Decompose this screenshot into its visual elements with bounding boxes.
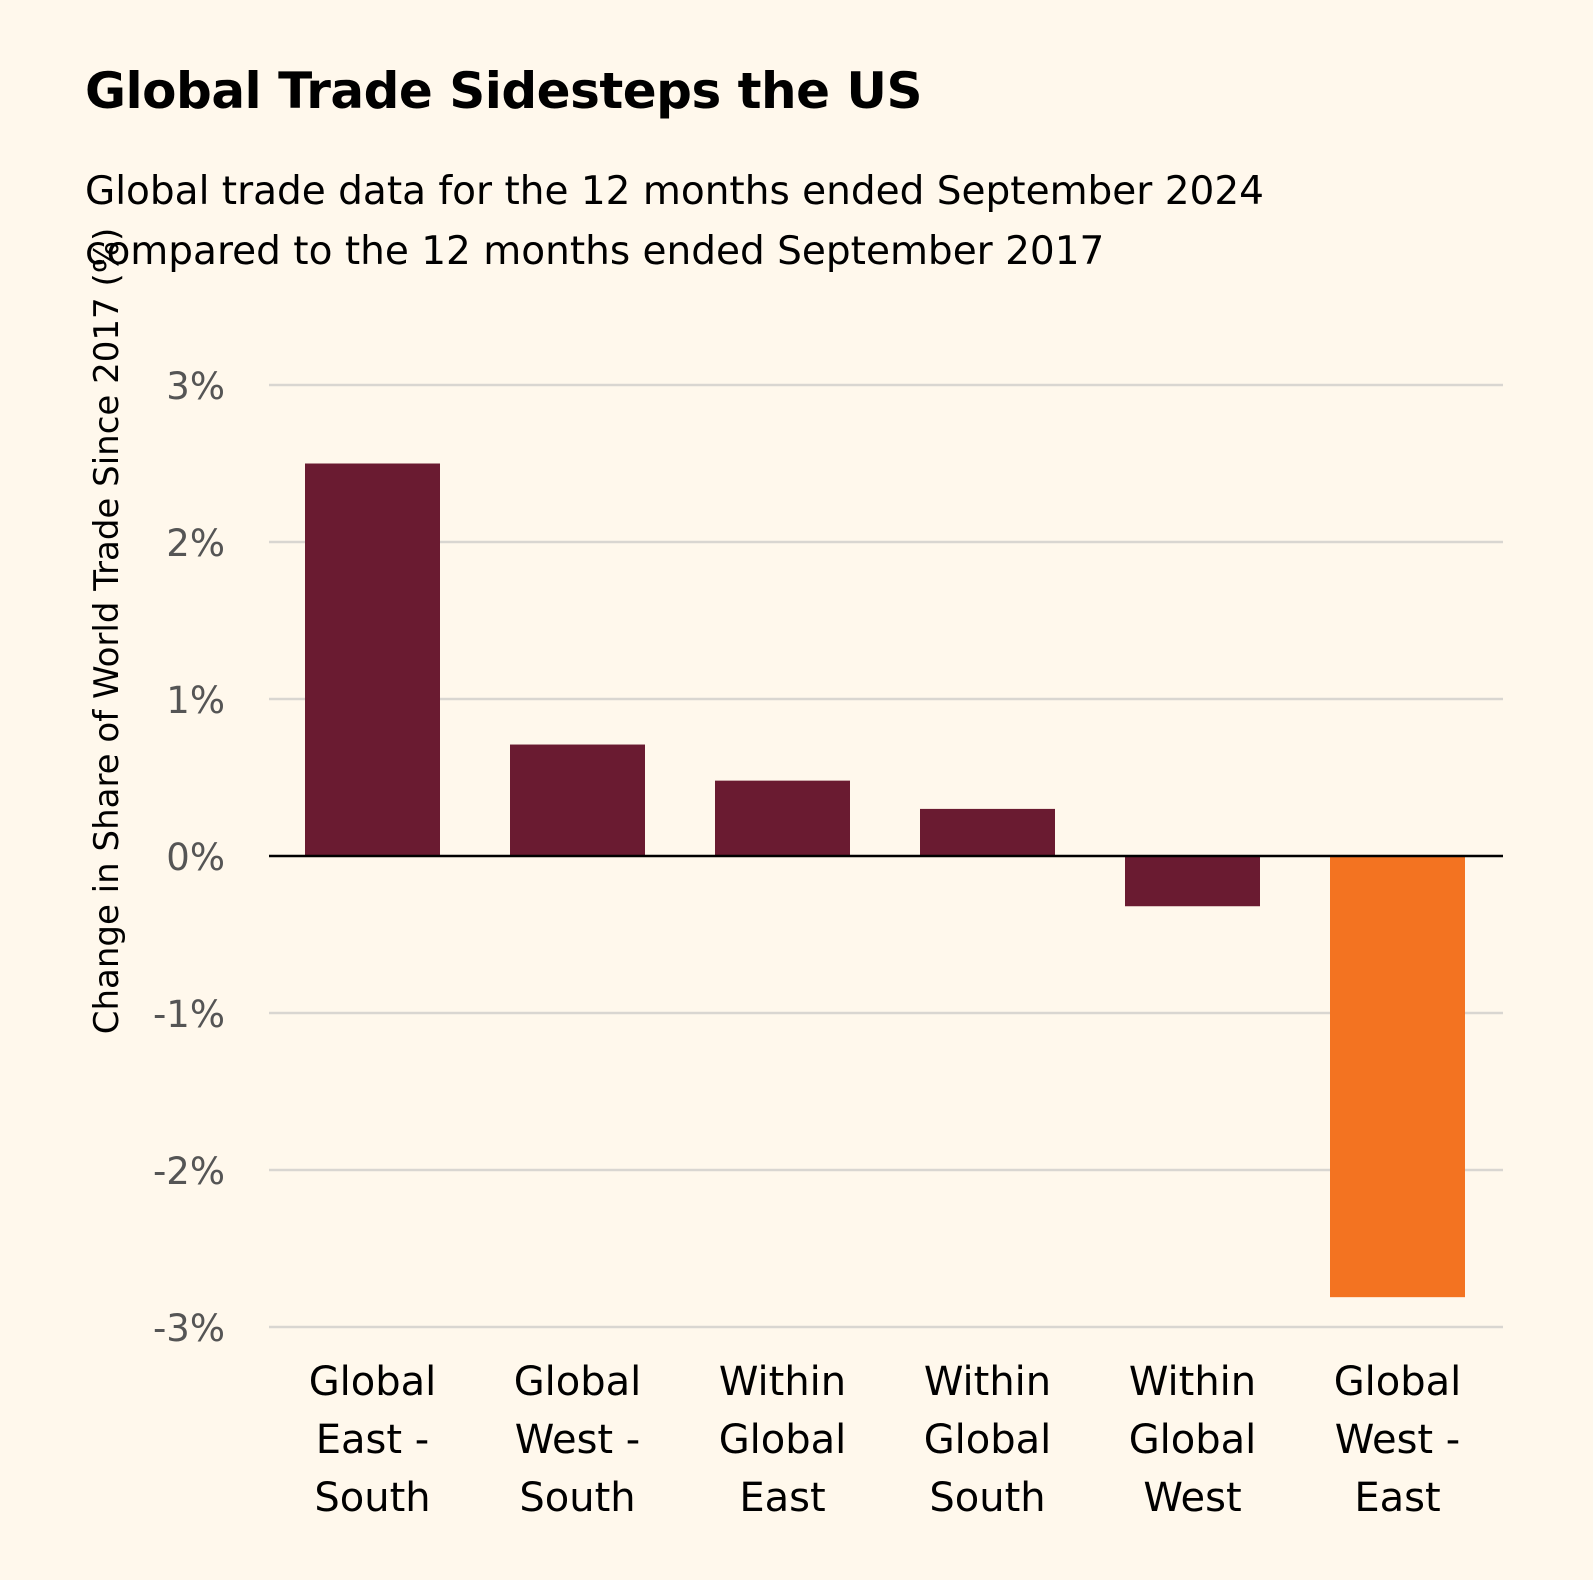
x-tick-label: South bbox=[314, 1475, 430, 1521]
y-tick-label: -3% bbox=[153, 1307, 225, 1350]
y-axis-label: Change in Share of World Trade Since 201… bbox=[87, 228, 127, 1035]
x-tick-label: Global bbox=[1129, 1417, 1257, 1463]
chart-subtitle: Global trade data for the 12 months ende… bbox=[85, 162, 1535, 282]
y-tick-label: 2% bbox=[166, 522, 225, 565]
bar bbox=[1125, 856, 1260, 907]
x-tick-label: Within bbox=[924, 1359, 1051, 1405]
x-tick-label: Global bbox=[309, 1359, 437, 1405]
y-tick-label: 3% bbox=[166, 365, 225, 408]
chart-title: Global Trade Sidesteps the US bbox=[85, 62, 923, 120]
x-tick-label: Global bbox=[1334, 1359, 1462, 1405]
x-tick-label: Global bbox=[924, 1417, 1052, 1463]
x-tick-label: East - bbox=[316, 1417, 429, 1463]
bar bbox=[920, 808, 1055, 856]
x-tick-label: West - bbox=[1335, 1417, 1461, 1463]
x-tick-label: West - bbox=[515, 1417, 641, 1463]
x-tick-label: Within bbox=[719, 1359, 846, 1405]
y-tick-label: -2% bbox=[153, 1150, 225, 1193]
y-tick-label: 0% bbox=[166, 836, 225, 879]
x-tick-label: West bbox=[1143, 1475, 1241, 1521]
x-tick-label: South bbox=[929, 1475, 1045, 1521]
x-tick-label: Global bbox=[514, 1359, 642, 1405]
bar bbox=[715, 780, 850, 856]
bar bbox=[510, 744, 645, 856]
subtitle-line: Global trade data for the 12 months ende… bbox=[85, 169, 1264, 214]
x-tick-label: East bbox=[739, 1475, 825, 1521]
subtitle-line: compared to the 12 months ended Septembe… bbox=[85, 229, 1105, 274]
x-tick-label: Within bbox=[1129, 1359, 1256, 1405]
y-tick-label: -1% bbox=[153, 993, 225, 1036]
x-tick-label: Global bbox=[719, 1417, 847, 1463]
x-tick-label: South bbox=[519, 1475, 635, 1521]
x-tick-label: East bbox=[1354, 1475, 1440, 1521]
bar bbox=[1330, 856, 1465, 1298]
y-tick-label: 1% bbox=[166, 679, 225, 722]
bar bbox=[305, 463, 440, 856]
